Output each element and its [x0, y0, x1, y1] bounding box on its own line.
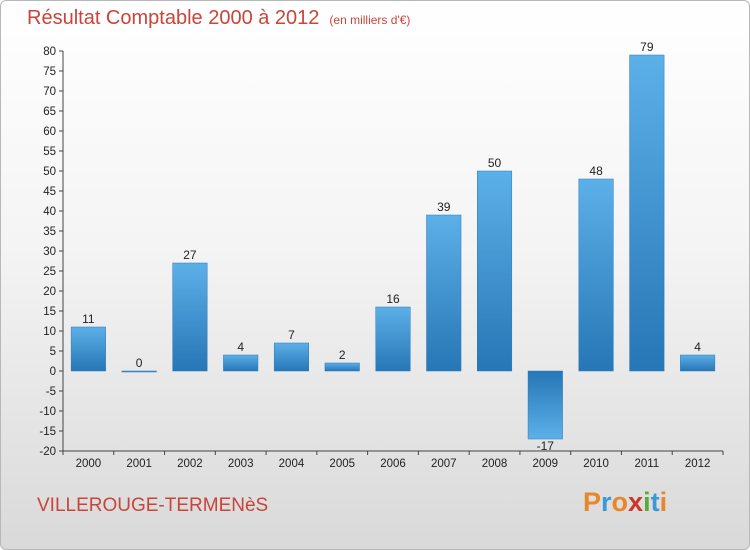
- y-tick-label: 80: [43, 46, 56, 58]
- data-label-2000: 11: [82, 312, 95, 326]
- y-tick-label: -5: [46, 386, 56, 398]
- y-tick-label: 45: [43, 186, 56, 198]
- bars: [70, 54, 716, 440]
- bar-2006: [375, 306, 411, 372]
- bar-2012: [680, 354, 716, 372]
- x-tick-label: 2008: [482, 458, 508, 470]
- proxiti-logo: Proxiti: [583, 487, 667, 518]
- bar-2000: [70, 326, 106, 372]
- bar-2009: [527, 370, 563, 440]
- logo-letter: o: [611, 487, 629, 517]
- data-label-2012: 4: [694, 340, 701, 354]
- y-tick-label: 35: [43, 226, 56, 238]
- y-tick-label: 20: [43, 286, 56, 298]
- bar-2010: [578, 178, 614, 372]
- x-tick-label: 2003: [228, 458, 254, 470]
- y-tick-label: -10: [39, 406, 56, 418]
- x-tick-label: 2012: [685, 458, 711, 470]
- bar-2008: [477, 170, 513, 372]
- logo-letter: P: [583, 487, 602, 517]
- y-tick-label: 55: [43, 146, 56, 158]
- data-label-2008: 50: [488, 156, 502, 170]
- data-label-2003: 4: [237, 340, 244, 354]
- bar-2005: [324, 362, 360, 372]
- y-tick-label: 10: [43, 326, 56, 338]
- y-tick-label: 75: [43, 66, 56, 78]
- y-tick-label: 25: [43, 266, 56, 278]
- data-label-2002: 27: [183, 248, 197, 262]
- x-tick-label: 2005: [329, 458, 355, 470]
- data-label-2009: -17: [537, 439, 555, 453]
- logo-letter: t: [650, 487, 660, 517]
- commune-name: VILLEROUGE-TERMENèS: [37, 495, 269, 516]
- x-tick-label: 2004: [279, 458, 305, 470]
- data-label-2004: 7: [288, 328, 295, 342]
- bar-2003: [223, 354, 259, 372]
- y-tick-label: 5: [50, 346, 56, 358]
- logo-letter: r: [601, 487, 612, 517]
- logo-letter: i: [659, 487, 668, 517]
- axes: 80757065605550454035302520151050-5-10-15…: [39, 46, 724, 470]
- data-labels: 11 0 27 4 7 2 16 39 50 -17 48 79 4: [82, 40, 701, 453]
- logo-letter: i: [643, 487, 651, 517]
- y-tick-label: -15: [39, 426, 56, 438]
- y-tick-label: 30: [43, 246, 56, 258]
- bar-2002: [172, 262, 208, 372]
- y-tick-label: 60: [43, 126, 56, 138]
- x-tick-label: 2002: [177, 458, 203, 470]
- y-tick-label: 50: [43, 166, 56, 178]
- bar-2001: [121, 370, 157, 373]
- y-tick-label: 70: [43, 86, 56, 98]
- logo-letter: x: [628, 487, 644, 517]
- x-tick-label: 2000: [76, 458, 102, 470]
- bar-2011: [629, 54, 665, 372]
- y-tick-label: 15: [43, 306, 56, 318]
- x-tick-label: 2011: [634, 458, 659, 470]
- bar-2007: [426, 214, 462, 372]
- data-label-2005: 2: [339, 348, 346, 362]
- y-tick-label: 65: [43, 106, 56, 118]
- y-tick-label: 0: [50, 366, 56, 378]
- x-tick-label: 2009: [533, 458, 559, 470]
- x-tick-label: 2010: [583, 458, 609, 470]
- data-label-2010: 48: [589, 164, 603, 178]
- y-tick-label: 40: [43, 206, 56, 218]
- x-tick-label: 2006: [380, 458, 406, 470]
- data-label-2011: 79: [640, 40, 654, 54]
- data-label-2001: 0: [136, 356, 143, 370]
- chart-title: Résultat Comptable 2000 à 2012 (en millie…: [27, 7, 411, 29]
- data-label-2007: 39: [437, 200, 451, 214]
- x-tick-label: 2007: [431, 458, 457, 470]
- bar-2004: [273, 342, 309, 372]
- y-tick-label: -20: [39, 446, 56, 458]
- chart-unit: (en milliers d'€): [329, 13, 411, 27]
- x-tick-label: 2001: [126, 458, 152, 470]
- data-label-2006: 16: [386, 292, 400, 306]
